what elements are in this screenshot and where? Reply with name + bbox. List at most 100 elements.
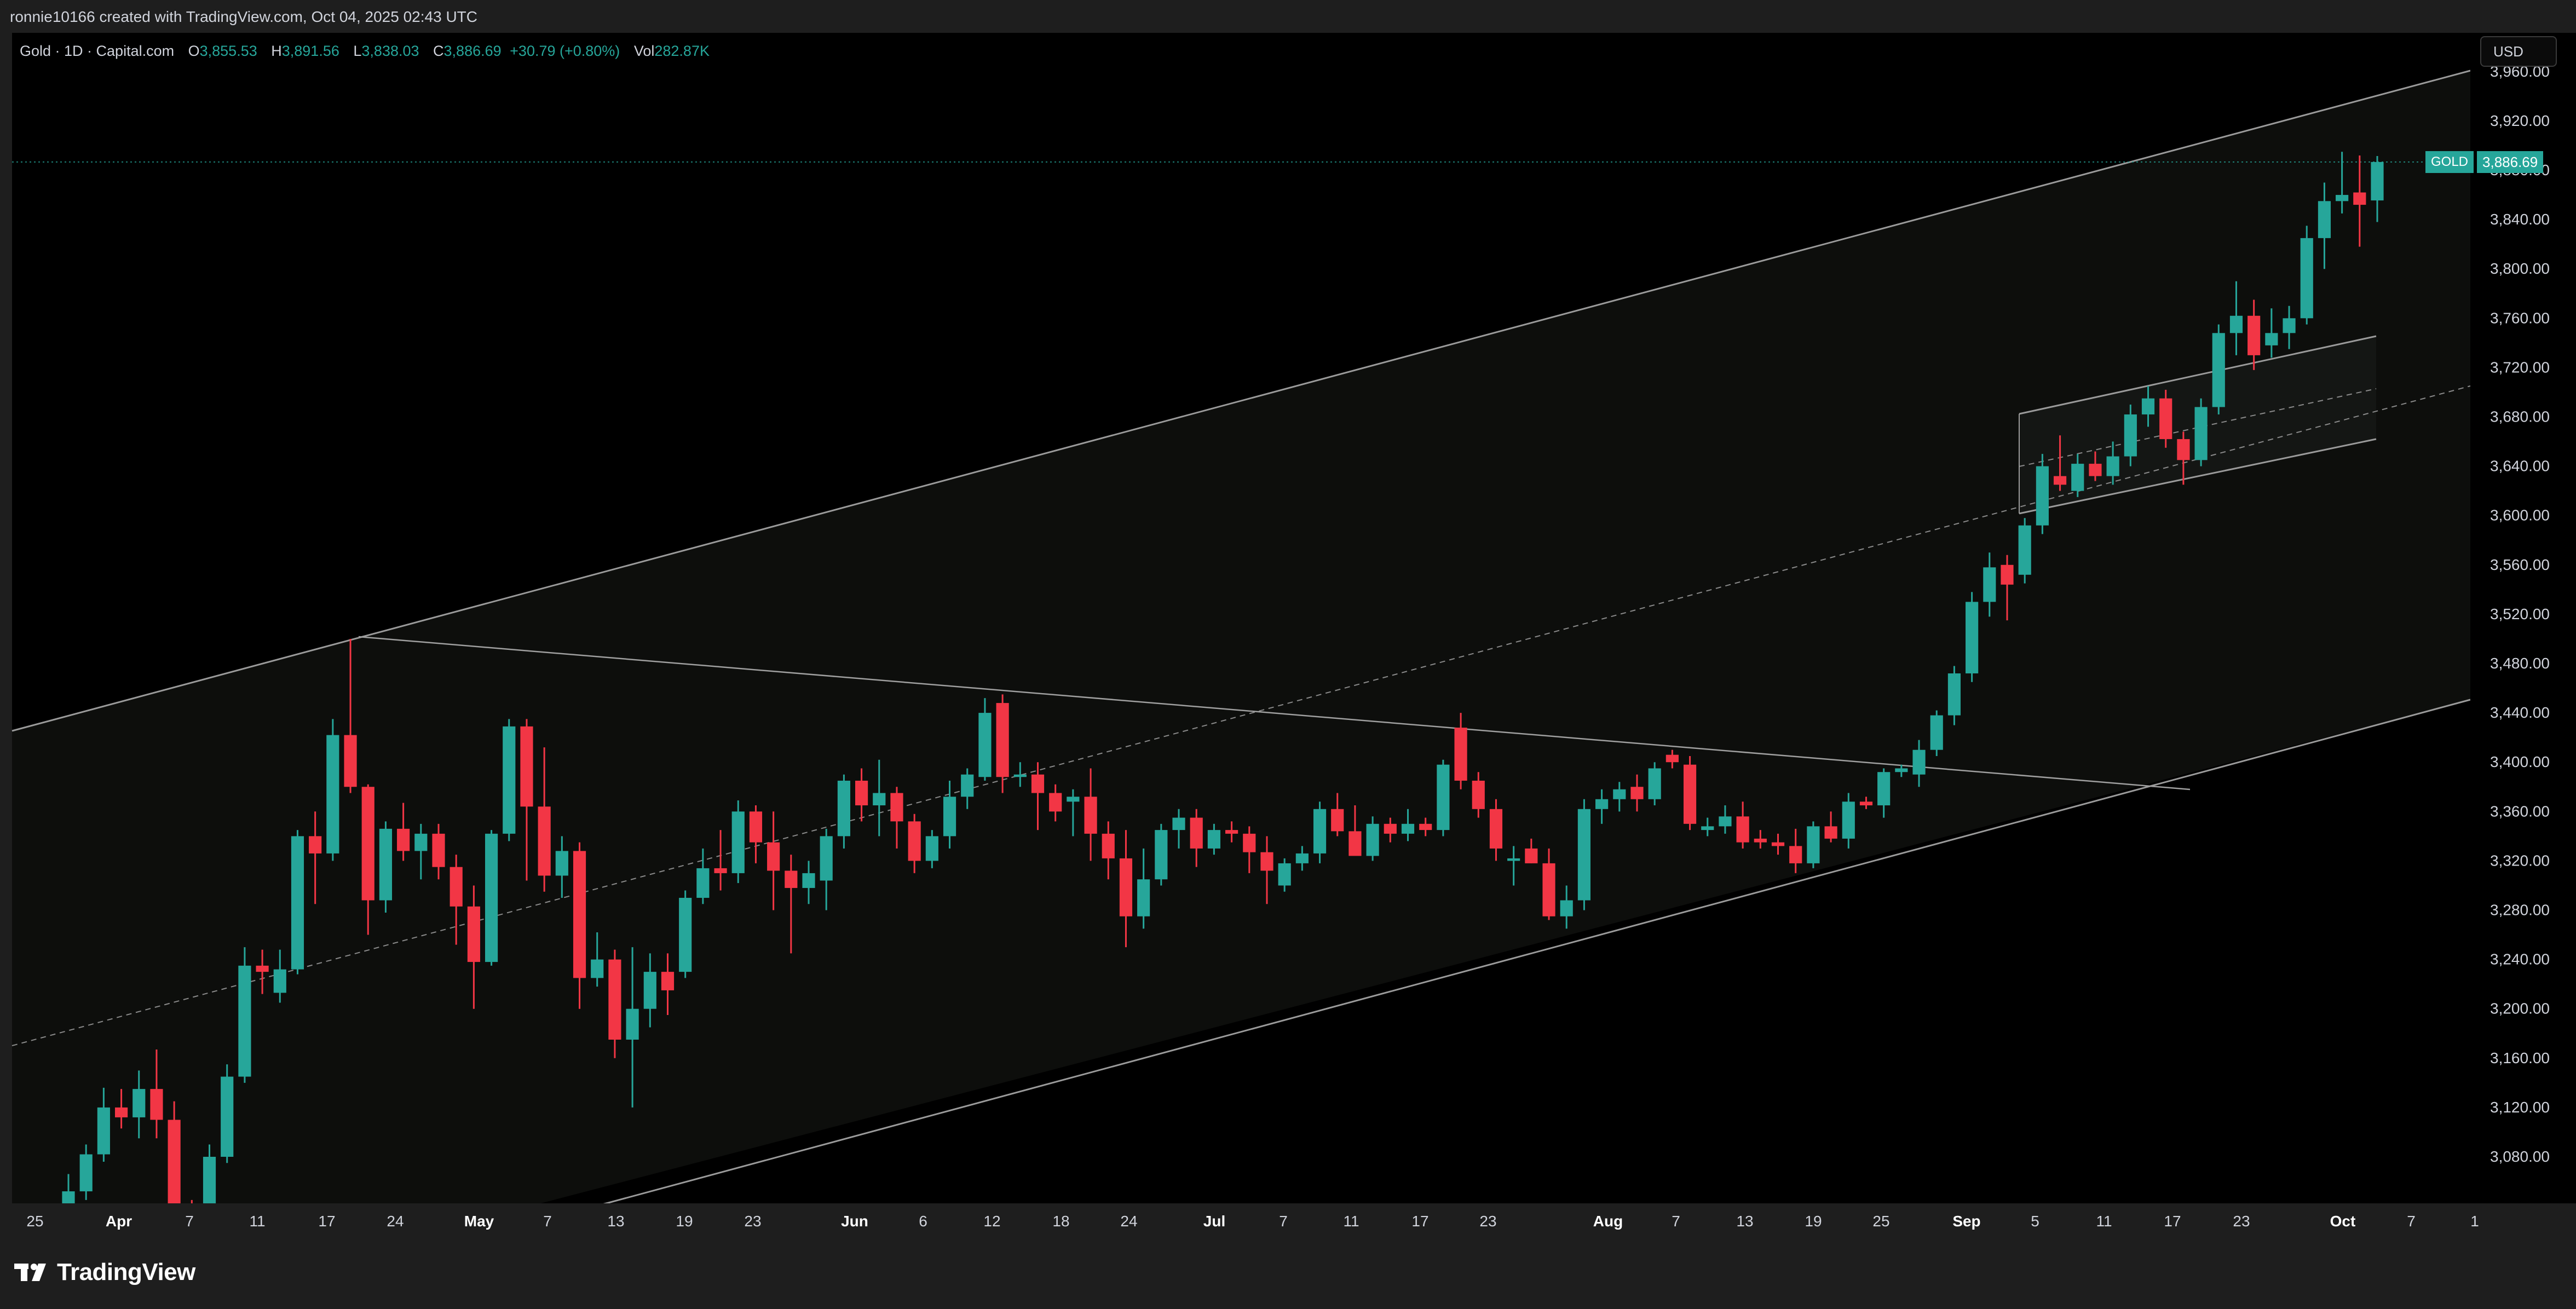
channel-median-line [11, 385, 2471, 1046]
candle-body [1683, 764, 1697, 824]
candle-body [820, 836, 833, 881]
currency-selector[interactable]: USD [2480, 36, 2557, 67]
y-tick-label: 3,680.00 [2490, 408, 2550, 425]
candle-body [1067, 797, 1080, 802]
candle-body [1895, 768, 1908, 772]
candle-body [291, 836, 304, 970]
x-tick-label: 13 [607, 1213, 624, 1230]
candle-body [1384, 823, 1397, 834]
candle-body [2089, 464, 2102, 476]
candle-body [1595, 799, 1609, 809]
x-tick-label: 17 [2164, 1213, 2181, 1230]
x-tick-label: 17 [318, 1213, 335, 1230]
low-value: 3,838.03 [361, 43, 419, 59]
x-tick-label: 11 [1343, 1213, 1359, 1230]
candle-body [2001, 564, 2014, 585]
candle-body [238, 965, 251, 1077]
change-value: +30.79 (+0.80%) [510, 43, 620, 59]
y-tick-label: 3,120.00 [2490, 1099, 2550, 1116]
candle-body [2194, 407, 2208, 460]
candle-body [379, 828, 393, 901]
candle-body [996, 703, 1009, 777]
candle-body [1613, 789, 1626, 799]
candle-body [873, 793, 886, 806]
close-value: 3,886.69 [443, 43, 502, 59]
x-tick-label: 25 [1872, 1213, 1889, 1230]
footer-bar [0, 1235, 2576, 1309]
candle-body [1454, 728, 1467, 781]
chart-area[interactable]: 3,080.00 3,120.00 3,160.00 3,200.00 3,240.00… [0, 33, 2576, 1309]
candle-body [1525, 848, 1538, 863]
candle-body [1155, 830, 1168, 880]
candle-body [1437, 764, 1450, 831]
candle-body [1507, 858, 1520, 861]
candle-body [2300, 238, 2313, 319]
candle-body [2212, 333, 2225, 407]
x-tick-label: Jun [841, 1213, 868, 1230]
channel-lower-line [602, 699, 2471, 1206]
chart-caption: ronnie10166 created with TradingView.com… [10, 8, 477, 25]
candle-body [2141, 398, 2155, 414]
price-tag-symbol: GOLD [2425, 151, 2474, 173]
x-tick-label: 7 [2407, 1213, 2416, 1230]
last-price-tag: GOLD 3,886.69 [2425, 151, 2544, 173]
candle-body [397, 828, 410, 851]
candle-body [1912, 749, 1926, 775]
candle-body [273, 969, 286, 993]
candle-body [2265, 333, 2278, 345]
candle-body [414, 833, 428, 851]
candle-body [1084, 797, 1097, 834]
low-label: L [353, 43, 362, 59]
x-tick-label: 23 [1479, 1213, 1496, 1230]
candle-body [1313, 809, 1327, 854]
candle-body [1049, 793, 1062, 812]
x-tick-label: Sep [1952, 1213, 1980, 1230]
candle-body [978, 713, 992, 777]
candle-body [573, 851, 586, 978]
x-tick-label: 19 [1805, 1213, 1822, 1230]
candle-body [1225, 830, 1238, 834]
candle-body [2353, 192, 2366, 205]
y-tick-label: 3,600.00 [2490, 507, 2550, 524]
candle-body [2124, 414, 2137, 457]
candle-body [1560, 900, 1573, 916]
x-tick-label: 19 [676, 1213, 693, 1230]
candles-layer [62, 152, 2384, 1274]
candle-body [1630, 787, 1644, 799]
candle-body [1348, 831, 1362, 856]
candle-body [1031, 774, 1045, 793]
candle-body [132, 1089, 146, 1117]
y-tick-label: 3,160.00 [2490, 1049, 2550, 1066]
x-axis: 25 Apr 7 11 17 24 May 7 13 19 23 Jun 6 12 18 24 Jul 7 11 17… [0, 1203, 2576, 1235]
ohlc-legend: Gold · 1D · Capital.com O3,855.53 H3,891… [20, 43, 710, 60]
price-chart[interactable]: 3,080.00 3,120.00 3,160.00 3,200.00 3,240.00… [0, 33, 2576, 1309]
candle-body [1137, 879, 1150, 916]
channel-fill [12, 71, 2470, 1309]
y-tick-label: 3,360.00 [2490, 803, 2550, 820]
candle-body [221, 1076, 234, 1157]
x-tick-label: Aug [1593, 1213, 1623, 1230]
candle-body [1260, 852, 1273, 871]
y-tick-label: 3,640.00 [2490, 458, 2550, 475]
y-tick-label: 3,560.00 [2490, 556, 2550, 573]
candle-body [467, 906, 480, 962]
candle-body [1472, 780, 1485, 809]
candle-body [538, 806, 551, 876]
x-tick-label: 5 [2031, 1213, 2039, 1230]
candle-body [961, 774, 974, 797]
x-tick-label: Apr [106, 1213, 132, 1230]
tradingview-logo-icon [14, 1261, 49, 1283]
candle-body [2018, 525, 2031, 575]
candle-body [2177, 439, 2190, 460]
high-label: H [271, 43, 282, 59]
candle-body [608, 959, 621, 1040]
y-tick-label: 3,840.00 [2490, 211, 2550, 228]
candle-body [520, 726, 533, 807]
x-tick-label: May [464, 1213, 494, 1230]
candle-body [855, 780, 868, 806]
candle-body [2247, 315, 2261, 355]
x-tick-label: 17 [1411, 1213, 1428, 1230]
candle-body [1807, 826, 1820, 863]
tradingview-logo[interactable]: TradingView [14, 1259, 195, 1285]
x-tick-label: Oct [2330, 1213, 2356, 1230]
